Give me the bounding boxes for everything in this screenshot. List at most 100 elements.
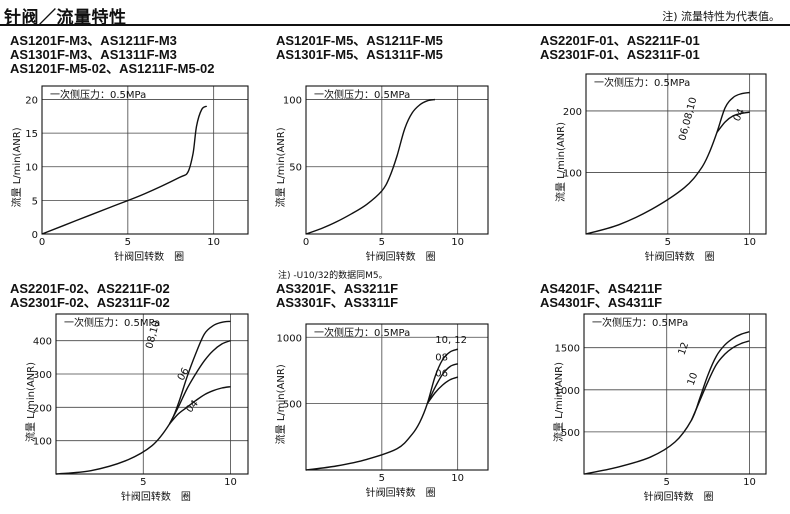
y-tick-label: 100 — [283, 95, 302, 106]
y-tick-label: 300 — [33, 370, 52, 381]
pressure-label: 一次侧压力：0.5MPa — [64, 316, 160, 329]
series-line — [585, 91, 750, 235]
x-tick-label: 10 — [224, 477, 237, 488]
series-line — [305, 98, 436, 235]
model-line: AS1201F-M5、AS1211F-M5 — [276, 33, 443, 48]
pressure-label: 一次侧压力：0.5MPa — [594, 76, 690, 89]
series-label: 08 — [435, 353, 448, 364]
y-axis-label: 流量 L/min(ANR) — [274, 127, 287, 207]
x-axis-label: 针阀回转数 圈 — [366, 250, 436, 263]
model-line: AS3201F、AS3211F — [276, 281, 399, 296]
pressure-label: 一次侧压力：0.5MPa — [50, 88, 146, 101]
y-tick-label: 100 — [563, 168, 582, 179]
y-tick-label: 500 — [561, 428, 580, 439]
pressure-label: 一次侧压力：0.5MPa — [314, 326, 410, 339]
chart-4-models: AS2201F-02、AS2211F-02 AS2301F-02、AS2311F… — [10, 282, 170, 310]
y-tick-label: 500 — [283, 400, 302, 411]
chart-6-models: AS4201F、AS4211F AS4301F、AS4311F — [540, 282, 662, 310]
series-label: 10 — [686, 371, 701, 387]
series-line — [426, 363, 458, 404]
y-axis-label: 流量 L/min(ANR) — [10, 127, 23, 207]
y-tick-label: 10 — [25, 163, 38, 174]
chart-5-models: AS3201F、AS3211F AS3301F、AS3311F — [276, 282, 398, 310]
model-line: AS4301F、AS4311F — [540, 295, 663, 310]
series-line — [690, 340, 750, 421]
series-label: 04 — [732, 107, 747, 123]
y-tick-label: 100 — [33, 437, 52, 448]
header-note: 注) 流量特性为代表值。 — [662, 10, 780, 23]
header-divider — [0, 24, 790, 26]
x-axis-label: 针阀回转数 圈 — [366, 486, 436, 499]
series-line — [305, 348, 458, 471]
x-tick-label: 5 — [140, 477, 146, 488]
model-line: AS1201F-M3、AS1211F-M3 — [10, 33, 177, 48]
y-tick-label: 0 — [32, 230, 38, 241]
series-label: 04 — [184, 398, 201, 415]
page-title: 针阀／流量特性 — [4, 8, 127, 28]
y-tick-label: 50 — [289, 163, 302, 174]
y-axis-label: 流量 L/min(ANR) — [552, 362, 565, 442]
x-tick-label: 10 — [207, 237, 220, 248]
x-tick-label: 5 — [125, 237, 131, 248]
series-line — [168, 340, 231, 425]
model-line: AS1201F-M5-02、AS1211F-M5-02 — [10, 61, 215, 76]
flow-chart-3: 5 10 100 200 针阀回转数 圈 流量 L/min(ANR) 一次侧压力：0.5MP… — [554, 73, 767, 263]
flow-chart-1: 0 5 10 0 5 10 15 20 针阀回转数 圈 流量 L/min(ANR) 一次侧压力：0.… — [10, 85, 249, 263]
series-line — [426, 376, 458, 405]
y-tick-label: 20 — [25, 95, 38, 106]
model-line: AS2201F-02、AS2211F-02 — [10, 281, 170, 296]
x-tick-label: 10 — [451, 473, 464, 484]
x-tick-label: 5 — [665, 237, 671, 248]
page-header: 针阀／流量特性 注) 流量特性为代表值。 — [0, 0, 790, 28]
y-tick-label: 200 — [33, 403, 52, 414]
model-line: AS3301F、AS3311F — [276, 295, 399, 310]
series-line — [716, 111, 750, 133]
series-label: 12 — [677, 341, 692, 357]
plot-frame — [585, 73, 767, 235]
series-line — [41, 105, 208, 235]
plot-frame — [41, 85, 249, 235]
y-axis-label: 流量 L/min(ANR) — [24, 362, 37, 442]
plot-frame — [583, 313, 767, 475]
x-tick-label: 0 — [39, 237, 45, 248]
x-axis-label: 针阀回转数 圈 — [114, 250, 184, 263]
model-line: AS1301F-M5、AS1311F-M5 — [276, 47, 443, 62]
x-tick-label: 10 — [743, 237, 756, 248]
model-line: AS2301F-01、AS2311F-01 — [540, 47, 700, 62]
x-tick-label: 5 — [664, 477, 670, 488]
y-axis-label: 流量 L/min(ANR) — [274, 364, 287, 444]
y-tick-label: 400 — [33, 337, 52, 348]
series-line — [168, 386, 231, 425]
x-axis-label: 针阀回转数 圈 — [645, 250, 715, 263]
pressure-label: 一次侧压力：0.5MPa — [592, 316, 688, 329]
series-line — [583, 331, 750, 475]
series-label: 10, 12 — [435, 335, 467, 346]
series-label: 06 — [435, 369, 448, 380]
y-tick-label: 1000 — [277, 333, 302, 344]
y-tick-label: 200 — [563, 107, 582, 118]
flow-chart-2: 0 5 10 50 100 针阀回转数 圈 流量 L/min(ANR) 一次侧压力：0.5MP… — [274, 85, 489, 263]
x-tick-label: 10 — [451, 237, 464, 248]
model-line: AS4201F、AS4211F — [540, 281, 663, 296]
x-axis-label: 针阀回转数 圈 — [644, 490, 714, 503]
plot-frame — [305, 85, 489, 235]
x-tick-label: 5 — [379, 473, 385, 484]
y-tick-label: 5 — [32, 196, 38, 207]
model-line: AS1301F-M3、AS1311F-M3 — [10, 47, 177, 62]
pressure-label: 一次侧压力：0.5MPa — [314, 88, 410, 101]
series-line — [55, 320, 231, 475]
x-tick-label: 0 — [303, 237, 309, 248]
y-tick-label: 15 — [25, 129, 38, 140]
plot-frame — [55, 313, 249, 475]
flow-chart-5: 5 10 500 1000 针阀回转数 圈 流量 L/min(ANR) 一次侧压力：0.5M… — [274, 323, 489, 499]
chart-2-models: AS1201F-M5、AS1211F-M5 AS1301F-M5、AS1311F… — [276, 34, 443, 62]
series-label: 06,08,10 — [677, 96, 699, 142]
x-axis-label: 针阀回转数 圈 — [121, 490, 191, 503]
x-tick-label: 5 — [379, 237, 385, 248]
x-tick-label: 10 — [743, 477, 756, 488]
y-tick-label: 1000 — [555, 386, 580, 397]
flow-chart-6: 5 10 500 1000 1500 针阀回转数 圈 流量 L/min(ANR) 一次侧压力：… — [552, 313, 767, 503]
model-line: AS2301F-02、AS2311F-02 — [10, 295, 170, 310]
y-axis-label: 流量 L/min(ANR) — [554, 122, 567, 202]
y-tick-label: 1500 — [555, 344, 580, 355]
